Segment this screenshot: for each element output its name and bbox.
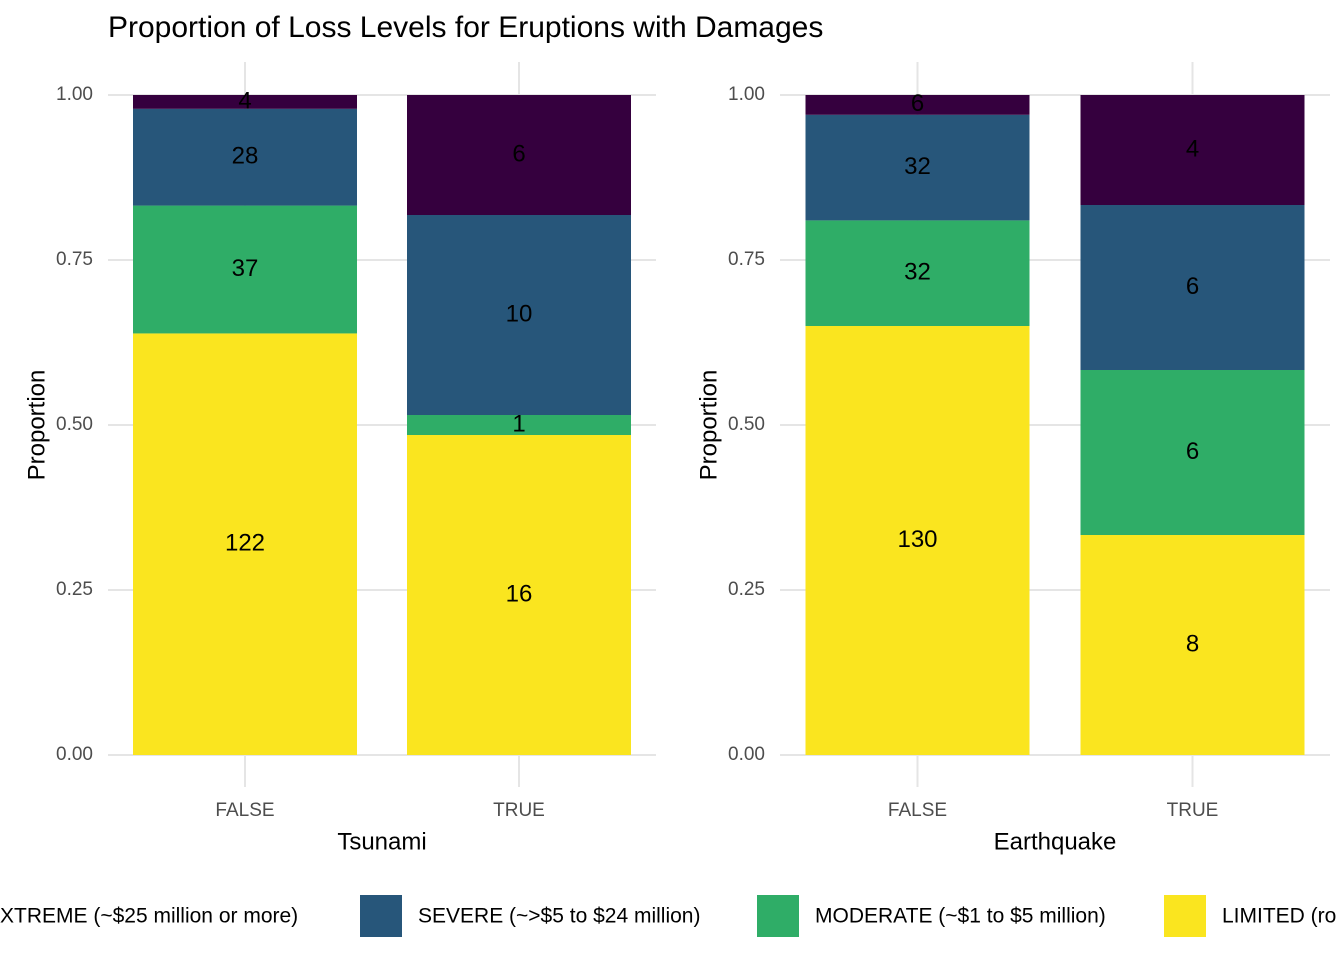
y-tick-label: 0.50	[728, 414, 765, 435]
x-tick-label: FALSE	[888, 800, 947, 821]
data-label: 6	[911, 90, 924, 117]
y-tick-label: 0.50	[56, 414, 93, 435]
data-label: 6	[512, 140, 525, 167]
bar-segment	[407, 215, 631, 415]
x-tick-label: FALSE	[215, 800, 274, 821]
y-tick-label: 1.00	[728, 84, 765, 105]
y-tick-label: 0.75	[56, 249, 93, 270]
bar-segment	[133, 205, 357, 334]
bar-segment	[805, 220, 1030, 326]
y-tick-label: 0.75	[728, 249, 765, 270]
data-label: 130	[897, 526, 937, 553]
bar-segment	[1080, 370, 1305, 535]
data-label: 6	[1186, 273, 1199, 300]
bar-segment	[133, 333, 357, 755]
x-tick-label: TRUE	[493, 800, 545, 821]
data-label: 122	[225, 530, 265, 557]
y-tick-label: 0.25	[728, 579, 765, 600]
bar-segment	[805, 326, 1030, 755]
legend-swatch	[1164, 895, 1206, 937]
y-tick-label: 0.25	[56, 579, 93, 600]
data-label: 8	[1186, 630, 1199, 657]
chart-title: Proportion of Loss Levels for Eruptions …	[108, 11, 823, 44]
bar-segment	[407, 95, 631, 215]
y-axis-title: Proportion	[695, 370, 722, 481]
y-tick-label: 0.00	[728, 744, 765, 765]
bar-segment	[805, 95, 1030, 115]
bar-segment	[1080, 535, 1305, 755]
y-tick-label: 1.00	[56, 84, 93, 105]
x-axis-title: Tsunami	[337, 828, 426, 855]
legend-label: LIMITED (ro	[1222, 905, 1336, 928]
data-label: 1	[512, 410, 525, 437]
bar-segment	[407, 435, 631, 755]
data-label: 32	[904, 259, 931, 286]
data-label: 10	[506, 300, 533, 327]
y-axis-title: Proportion	[23, 370, 50, 481]
x-axis-title: Earthquake	[994, 828, 1117, 855]
legend-label: XTREME (~$25 million or more)	[0, 905, 298, 928]
legend-label: MODERATE (~$1 to $5 million)	[815, 905, 1106, 928]
data-label: 4	[238, 87, 251, 114]
y-tick-label: 0.00	[56, 744, 93, 765]
legend-label: SEVERE (~>$5 to $24 million)	[418, 905, 700, 928]
data-label: 16	[506, 580, 533, 607]
bar-segment	[1080, 205, 1305, 370]
data-label: 32	[904, 153, 931, 180]
x-tick-label: TRUE	[1167, 800, 1219, 821]
bar-segment	[133, 108, 357, 206]
bar-segment	[1080, 95, 1305, 205]
bar-segment	[407, 415, 631, 435]
data-label: 4	[1186, 135, 1199, 162]
data-label: 28	[232, 143, 259, 170]
data-label: 37	[232, 255, 259, 282]
legend-swatch	[360, 895, 402, 937]
legend-swatch	[757, 895, 799, 937]
data-label: 6	[1186, 438, 1199, 465]
bar-segment	[133, 95, 357, 109]
bar-segment	[805, 114, 1030, 221]
